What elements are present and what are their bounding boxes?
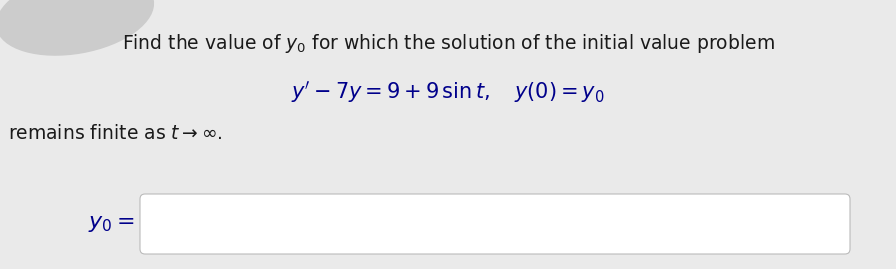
Ellipse shape (0, 0, 154, 56)
Text: $y' - 7y = 9 + 9\,\sin t, \quad y(0) = y_0$: $y' - 7y = 9 + 9\,\sin t, \quad y(0) = y… (291, 79, 605, 105)
Text: remains finite as $t \to \infty$.: remains finite as $t \to \infty$. (8, 124, 222, 143)
Text: $y_0 =$: $y_0 =$ (88, 214, 135, 234)
Text: Find the value of $y_0$ for which the solution of the initial value problem: Find the value of $y_0$ for which the so… (122, 32, 774, 55)
FancyBboxPatch shape (140, 194, 850, 254)
